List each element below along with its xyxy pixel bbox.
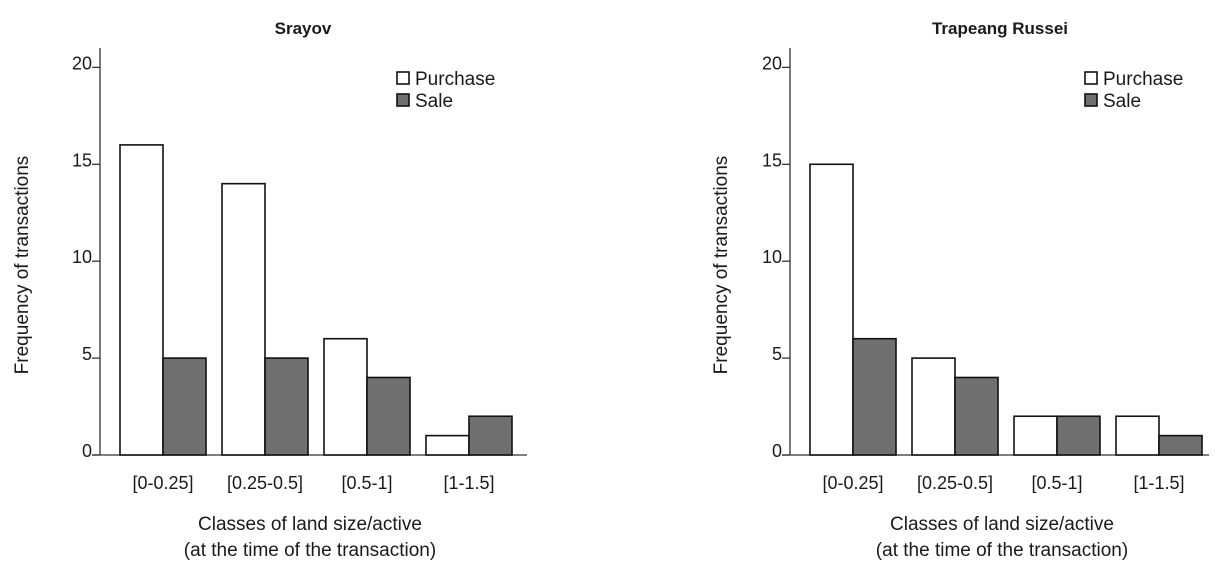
bar-purchase	[119, 144, 164, 456]
bar-purchase	[425, 434, 470, 456]
legend-label-purchase: Purchase	[1103, 69, 1183, 90]
x-tick-label: [0.25-0.5]	[917, 473, 993, 493]
legend-swatch-purchase	[396, 71, 410, 85]
x-tick-label: [0.5-1]	[341, 473, 392, 493]
y-tick-label: 20	[762, 53, 782, 73]
bar-sale	[1056, 415, 1101, 456]
bar-purchase	[323, 337, 368, 456]
x-axis-label: (at the time of the transaction)	[876, 540, 1128, 561]
y-tick-label: 5	[772, 344, 782, 364]
chart-1: Trapeang Russei 0 5 10 15 20 [0-0.25] [0.25-0.5…	[711, 19, 1209, 561]
bar-sale	[852, 337, 897, 456]
y-tick-label: 10	[762, 247, 782, 267]
x-tick-label: [0-0.25]	[132, 473, 193, 493]
y-tick-label: 10	[72, 247, 92, 267]
legend-label-sale: Sale	[415, 91, 453, 112]
legend-swatch-sale	[1084, 93, 1098, 107]
bar-purchase	[1115, 415, 1160, 456]
x-axis-label: Classes of land size/active	[890, 514, 1114, 535]
x-tick-label: [1-1.5]	[1133, 473, 1184, 493]
y-axis-label: Frequency of transactions	[12, 156, 33, 375]
chart-0: Srayov 0 5 10 15 20 [0-0.25] [0.25-0.5] [0.5-1] […	[12, 19, 527, 561]
x-axis-label: (at the time of the transaction)	[184, 540, 436, 561]
bar-purchase	[911, 357, 956, 456]
chart-title: Trapeang Russei	[932, 19, 1068, 38]
bar-sale	[264, 357, 309, 456]
legend-label-purchase: Purchase	[415, 69, 495, 90]
chart-title: Srayov	[275, 19, 332, 38]
bar-sale	[162, 357, 207, 456]
legend-label-sale: Sale	[1103, 91, 1141, 112]
bar-purchase	[809, 163, 854, 456]
y-tick-label: 0	[772, 441, 782, 461]
x-tick-label: [0.5-1]	[1031, 473, 1082, 493]
y-tick-label: 0	[82, 441, 92, 461]
x-tick-label: [0.25-0.5]	[227, 473, 303, 493]
y-tick-label: 15	[72, 150, 92, 170]
y-tick-label: 5	[82, 344, 92, 364]
y-axis-label: Frequency of transactions	[711, 156, 732, 375]
y-tick-label: 15	[762, 150, 782, 170]
x-tick-label: [1-1.5]	[443, 473, 494, 493]
x-axis-label: Classes of land size/active	[198, 514, 422, 535]
bar-purchase	[221, 182, 266, 456]
legend-swatch-purchase	[1084, 71, 1098, 85]
y-tick-label: 20	[72, 53, 92, 73]
legend-swatch-sale	[396, 93, 410, 107]
bar-sale	[468, 415, 513, 456]
bar-sale	[1158, 434, 1203, 456]
x-tick-label: [0-0.25]	[822, 473, 883, 493]
bar-sale	[366, 376, 411, 456]
bar-sale	[954, 376, 999, 456]
bar-purchase	[1013, 415, 1058, 456]
